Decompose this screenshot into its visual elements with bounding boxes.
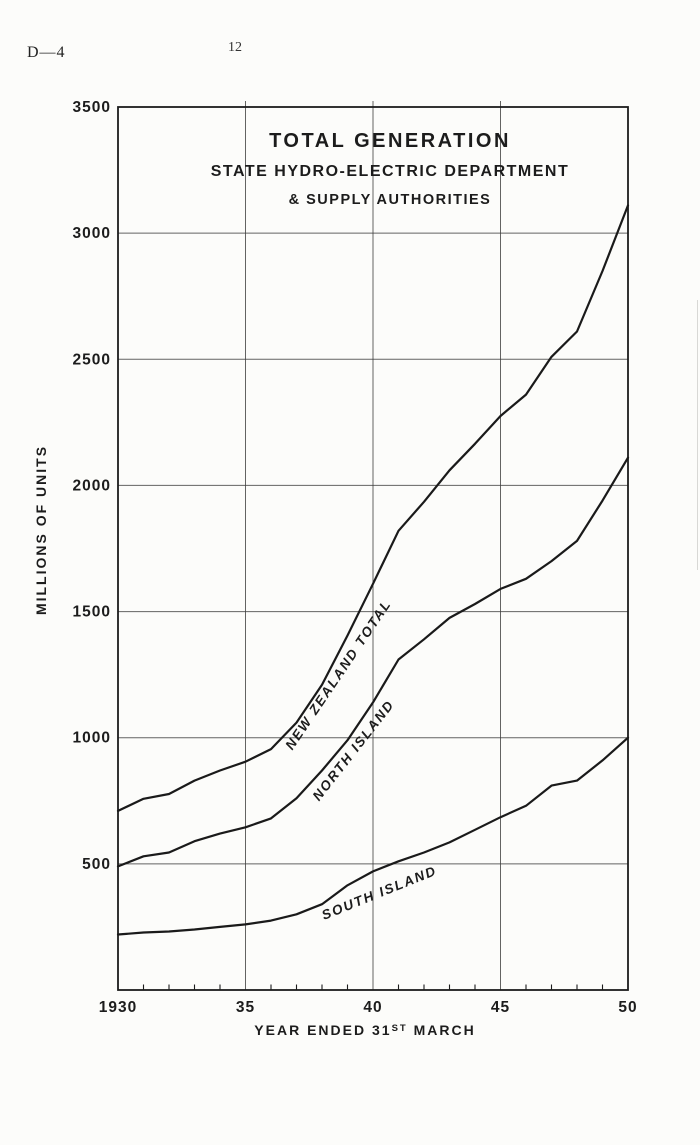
- series-label-north-island: NORTH ISLAND: [310, 697, 398, 803]
- series-curve-new-zealand-total: [116, 204, 630, 813]
- series-curve-south-island: [116, 736, 630, 936]
- series-curve-north-island: [116, 456, 630, 868]
- y-axis-title: MILLIONS OF UNITS: [33, 445, 49, 615]
- page-number: 12: [228, 40, 242, 55]
- y-tick-label-3500: 3500: [73, 99, 111, 116]
- document-reference: D—4: [27, 44, 66, 61]
- y-tick-label-1500: 1500: [73, 604, 111, 621]
- y-tick-label-2000: 2000: [73, 477, 111, 494]
- y-tick-label-3000: 3000: [73, 225, 111, 242]
- x-axis-title-superscript: ST: [392, 1023, 408, 1034]
- x-tick-label-1940: 40: [363, 999, 382, 1016]
- x-axis-title: YEAR ENDED 31ST MARCH: [254, 1022, 475, 1038]
- x-tick-label-1930: 1930: [99, 999, 137, 1016]
- y-tick-label-2500: 2500: [73, 351, 111, 368]
- scan-edge-artifact: [697, 300, 698, 570]
- y-tick-label-1000: 1000: [73, 730, 111, 747]
- grid-layer: [117, 101, 629, 991]
- y-tick-label-500: 500: [82, 856, 111, 873]
- chart-subtitle-2: & SUPPLY AUTHORITIES: [289, 192, 492, 208]
- chart-subtitle-1: STATE HYDRO-ELECTRIC DEPARTMENT: [211, 163, 570, 180]
- x-tick-label-1935: 35: [236, 999, 255, 1016]
- x-axis-title-prefix: YEAR ENDED 31: [254, 1022, 391, 1038]
- tick-label-layer: 500 1000 1500 2000 2500 3000 3500 1930 35 40 45 50: [73, 99, 637, 1016]
- x-axis-title-suffix: MARCH: [408, 1022, 476, 1038]
- plot-frame: [117, 106, 629, 991]
- x-tick-label-1945: 45: [491, 999, 510, 1016]
- x-tick-label-1950: 50: [618, 999, 637, 1016]
- chart-title: TOTAL GENERATION: [269, 130, 511, 152]
